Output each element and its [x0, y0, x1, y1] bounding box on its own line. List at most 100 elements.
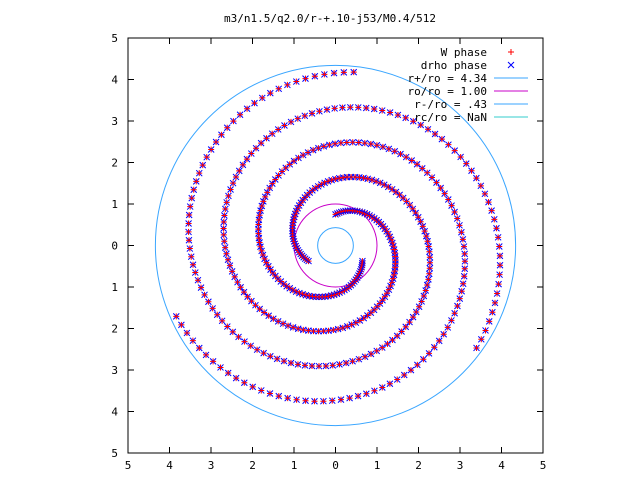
- w-phase-point: [387, 109, 394, 116]
- w-phase-point: [379, 384, 386, 391]
- w-phase-point: [482, 327, 489, 334]
- w-phase-point: [192, 269, 199, 276]
- w-phase-point: [189, 337, 196, 344]
- y-tick-label: 4: [111, 406, 118, 419]
- w-phase-point: [458, 229, 465, 236]
- w-phase-point: [310, 328, 317, 335]
- w-phase-point: [488, 207, 495, 214]
- w-phase-point: [222, 244, 229, 251]
- w-phase-point: [456, 222, 463, 229]
- w-phase-point: [320, 143, 327, 150]
- w-phase-point: [374, 303, 381, 310]
- w-phase-point: [481, 190, 488, 197]
- phase-points: [172, 68, 504, 405]
- w-phase-point: [336, 175, 343, 182]
- w-phase-point: [258, 247, 265, 254]
- w-phase-point: [284, 81, 291, 88]
- w-phase-point: [214, 311, 221, 318]
- w-phase-point: [185, 237, 192, 244]
- x-tick-label: 3: [457, 459, 464, 472]
- w-phase-point: [454, 215, 461, 222]
- w-phase-point: [426, 248, 433, 255]
- w-phase-point: [281, 358, 288, 365]
- w-phase-point: [332, 140, 339, 147]
- legend-label: rc/ro = NaN: [414, 111, 487, 124]
- w-phase-point: [339, 324, 346, 331]
- w-phase-point: [286, 161, 293, 168]
- w-phase-point: [364, 175, 371, 182]
- radius-circle: [317, 227, 354, 264]
- w-phase-point: [223, 250, 230, 257]
- w-phase-point: [391, 271, 398, 278]
- w-phase-point: [477, 182, 484, 189]
- w-phase-point: [198, 284, 205, 291]
- w-phase-point: [282, 164, 289, 171]
- w-phase-point: [309, 110, 316, 117]
- w-phase-point: [460, 280, 467, 287]
- y-tick-label: 2: [111, 323, 118, 336]
- w-phase-point: [440, 331, 447, 338]
- w-phase-point: [329, 362, 336, 369]
- legend-label: drho phase: [421, 59, 487, 72]
- w-phase-point: [279, 168, 286, 175]
- w-phase-point: [339, 288, 346, 295]
- w-phase-point: [417, 122, 424, 129]
- w-phase-point: [425, 243, 432, 250]
- w-phase-point: [397, 150, 404, 157]
- w-phase-point: [423, 233, 430, 240]
- w-phase-point: [320, 398, 327, 405]
- w-phase-point: [231, 273, 238, 280]
- w-phase-point: [217, 364, 224, 371]
- w-phase-point: [253, 145, 260, 152]
- w-phase-point: [287, 359, 294, 366]
- w-phase-point: [295, 325, 302, 332]
- w-phase-point: [461, 273, 468, 280]
- y-tick-label: 4: [111, 74, 118, 87]
- w-phase-point: [495, 281, 502, 288]
- w-phase-point: [416, 303, 423, 310]
- w-phase-point: [260, 350, 267, 357]
- w-phase-point: [461, 258, 468, 265]
- w-phase-point: [402, 114, 409, 121]
- w-phase-point: [220, 218, 227, 225]
- w-phase-point: [267, 266, 274, 273]
- w-phase-point: [243, 156, 250, 163]
- w-phase-point: [431, 344, 438, 351]
- w-phase-point: [309, 293, 316, 300]
- w-phase-point: [203, 351, 210, 358]
- w-phase-point: [418, 298, 425, 305]
- w-phase-point: [310, 147, 317, 154]
- w-phase-point: [458, 288, 465, 295]
- w-phase-point: [235, 333, 242, 340]
- w-phase-point: [230, 118, 237, 125]
- w-phase-point: [222, 205, 229, 212]
- w-phase-point: [230, 180, 237, 187]
- w-phase-point: [347, 104, 354, 111]
- w-phase-point: [244, 105, 251, 112]
- w-phase-point: [315, 328, 322, 335]
- w-phase-point: [311, 73, 318, 80]
- w-phase-point: [371, 387, 378, 394]
- w-phase-point: [302, 397, 309, 404]
- w-phase-point: [263, 135, 270, 142]
- w-phase-point: [478, 336, 485, 343]
- w-phase-point: [196, 345, 203, 352]
- w-phase-point: [199, 162, 206, 169]
- w-phase-point: [448, 317, 455, 324]
- w-phase-point: [301, 362, 308, 369]
- w-phase-point: [331, 70, 338, 77]
- w-phase-point: [433, 179, 440, 186]
- w-phase-point: [269, 269, 276, 276]
- w-phase-point: [190, 261, 197, 268]
- w-phase-point: [438, 136, 445, 143]
- w-phase-point: [275, 85, 282, 92]
- w-phase-point: [379, 344, 386, 351]
- w-phase-point: [367, 140, 374, 147]
- w-phase-point: [340, 69, 347, 76]
- w-phase-point: [193, 178, 200, 185]
- w-phase-point: [185, 220, 192, 227]
- w-phase-point: [355, 356, 362, 363]
